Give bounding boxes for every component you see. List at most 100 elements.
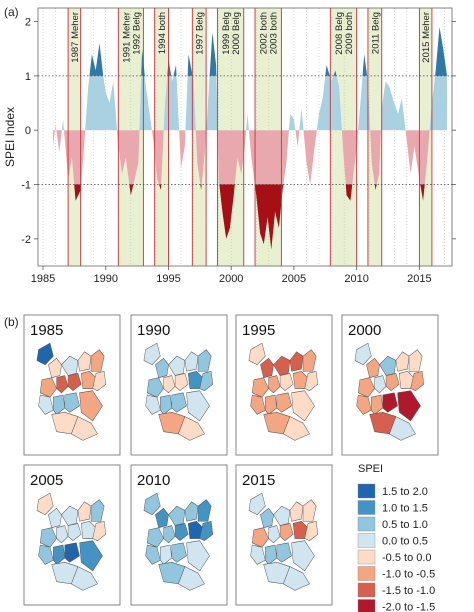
drought-event-label: 2008 Belg2009 both — [334, 12, 355, 55]
map-region — [178, 566, 205, 591]
map-region — [276, 392, 292, 413]
map-region — [408, 349, 423, 372]
y-tick-label: 2 — [25, 17, 31, 29]
map-region — [79, 390, 103, 422]
legend-label: 0.5 to 1.0 — [382, 519, 428, 531]
spei-time-series-chart: (a) 1987 Meher 1991 Meher1992 Belg 1994 bot… — [3, 5, 456, 285]
map-region — [174, 523, 189, 541]
map-region — [168, 505, 186, 526]
drought-event-label: 1997 Belg — [195, 12, 206, 55]
map-region — [145, 544, 161, 565]
legend-swatch — [357, 549, 376, 565]
map-region — [71, 416, 98, 441]
map-region — [250, 394, 266, 415]
legend-label: -1.5 to -1.0 — [382, 585, 435, 597]
map-regions — [36, 342, 107, 441]
map-region — [302, 349, 317, 372]
map-region — [61, 505, 79, 526]
map-region — [92, 520, 107, 541]
map-region — [67, 373, 82, 391]
map-region — [168, 355, 186, 376]
map-region — [291, 540, 315, 572]
choropleth-map: 2010 — [130, 464, 228, 606]
map-region — [174, 373, 189, 391]
choropleth-map: 2000 — [341, 314, 439, 456]
map-year-label: 2000 — [348, 322, 381, 339]
drought-event-label: 2015 Meher — [421, 12, 432, 63]
map-region — [36, 342, 54, 366]
drought-event-label-line: 2002 both — [259, 12, 270, 54]
map-region — [90, 499, 105, 522]
legend-label: 1.5 to 2.0 — [382, 486, 428, 498]
panel-label-a: (a) — [4, 5, 19, 19]
map-regions — [36, 492, 107, 591]
choropleth-map: 1990 — [130, 314, 228, 456]
map-region — [186, 390, 210, 422]
drought-event-label: 1999 Belg2000 Belg — [221, 12, 242, 55]
map-region — [197, 499, 212, 522]
y-axis-label: SPEI Index — [3, 107, 17, 167]
map-region — [184, 351, 199, 372]
map-region — [163, 525, 176, 544]
map-region — [199, 520, 214, 541]
map-region — [77, 501, 92, 522]
legend-swatch — [357, 500, 376, 515]
map-region — [155, 507, 169, 529]
map-region — [143, 342, 161, 366]
map-region — [283, 566, 310, 591]
map-region — [56, 375, 69, 394]
map-year-label: 1995 — [242, 322, 275, 339]
map-region — [304, 520, 319, 541]
legend-label: 1.0 to 1.5 — [382, 503, 428, 515]
map-region — [79, 540, 103, 572]
map-region — [248, 492, 266, 516]
map-region — [289, 351, 304, 372]
x-tick-label: 2015 — [407, 273, 431, 285]
map-region — [90, 349, 105, 372]
map-region — [289, 501, 304, 522]
map-region — [356, 394, 372, 415]
map-year-label: 1990 — [137, 322, 170, 339]
drought-event-label-line: 2011 Belg — [370, 12, 381, 54]
map-region — [64, 542, 80, 563]
map-year-label: 2015 — [242, 472, 275, 489]
map-region — [186, 540, 210, 572]
map-region — [146, 527, 164, 548]
map-region — [56, 525, 69, 544]
map-region — [268, 525, 281, 544]
drought-event-label: 1991 Meher1992 Belg — [121, 12, 142, 63]
map-region — [273, 355, 291, 376]
map-region — [163, 375, 176, 394]
map-region — [199, 370, 214, 391]
choropleth-map: 2015 — [235, 464, 333, 606]
spei-area — [54, 75, 447, 131]
y-tick-label: -2 — [21, 234, 31, 246]
map-region — [160, 394, 173, 415]
map-region — [251, 377, 269, 398]
spei-area — [53, 130, 447, 185]
map-regions — [248, 492, 319, 591]
map-regions — [248, 342, 319, 441]
plot-frame — [37, 7, 453, 267]
legend-label: -2.0 to -1.5 — [382, 602, 435, 612]
map-region — [357, 377, 375, 398]
map-region — [302, 499, 317, 522]
drought-event-label-line: 2003 both — [269, 12, 280, 54]
map-region — [397, 390, 421, 422]
drought-event-label-line: 2009 both — [344, 12, 355, 54]
map-region — [53, 394, 66, 415]
map-region — [395, 351, 410, 372]
drought-event-label: 2002 both2003 both — [259, 12, 280, 54]
drought-event-label: 1994 both — [157, 12, 168, 54]
map-region — [273, 505, 291, 526]
map-region — [38, 394, 54, 415]
legend-swatch — [357, 566, 376, 581]
map-year-label: 2005 — [30, 472, 63, 489]
map-region — [155, 357, 169, 379]
choropleth-map: 2005 — [23, 464, 121, 606]
x-tick-label: 2005 — [282, 273, 306, 285]
map-region — [39, 377, 57, 398]
map-region — [92, 370, 107, 391]
spei-choropleth-panel: (b) 1985 1990 1995 2000 2005 2010 2015 SPEI 1.5 t… — [4, 314, 439, 612]
drought-event-label-line: 1994 both — [157, 12, 168, 54]
